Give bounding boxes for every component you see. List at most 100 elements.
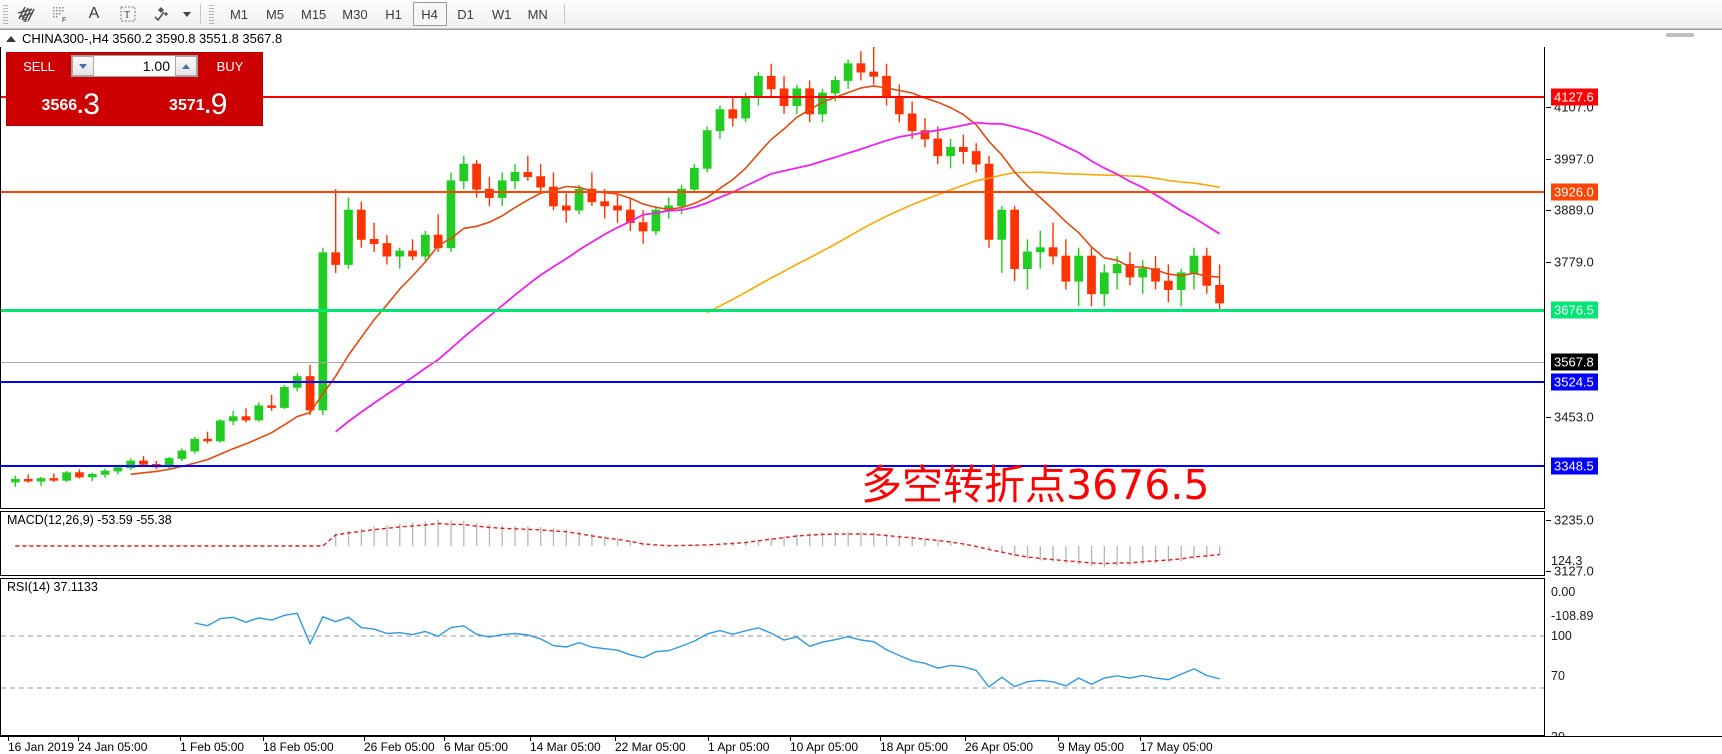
toolbar-grip-2[interactable] bbox=[208, 3, 215, 25]
trade-panel-prices: 3566 . 3 3571 . 9 bbox=[7, 79, 262, 123]
level-line-resistance-4127[interactable] bbox=[1, 96, 1544, 98]
macd-histogram-bar bbox=[757, 539, 760, 546]
text-label-icon[interactable]: T bbox=[111, 1, 145, 28]
price-tag-4127-6[interactable]: 4127.6 bbox=[1551, 88, 1598, 106]
sell-button[interactable]: SELL bbox=[9, 55, 69, 77]
candle bbox=[754, 72, 763, 106]
macd-histogram-bar bbox=[475, 522, 478, 546]
candle bbox=[1061, 239, 1071, 290]
macd-histogram-bar bbox=[1129, 546, 1131, 566]
candle bbox=[664, 197, 674, 219]
crosshair-e-icon[interactable]: E bbox=[9, 1, 43, 28]
price-tick bbox=[1546, 417, 1551, 418]
candle bbox=[1035, 231, 1045, 269]
text-a-icon[interactable]: A bbox=[88, 5, 100, 22]
macd-histogram-bar bbox=[40, 545, 42, 546]
rsi-pane[interactable]: RSI(14) 37.1133 bbox=[0, 578, 1545, 736]
timeframe-mn[interactable]: MN bbox=[527, 6, 548, 22]
macd-histogram-bar bbox=[885, 533, 888, 546]
candle bbox=[459, 155, 469, 190]
rsi-svg bbox=[1, 612, 1544, 689]
macd-histogram-bar bbox=[770, 538, 772, 546]
macd-histogram-bar bbox=[527, 526, 529, 546]
macd-signal-line bbox=[15, 522, 1220, 565]
level-line-current-price-3567[interactable] bbox=[1, 362, 1544, 363]
candle bbox=[1151, 256, 1160, 290]
price-scale[interactable]: 4107.0 3997.0 3889.0 3779.0 3453.0 3235.0 3127… bbox=[1546, 47, 1722, 744]
volume-decrement-button[interactable] bbox=[72, 56, 94, 76]
candle bbox=[1138, 260, 1148, 294]
candle bbox=[805, 80, 815, 123]
candle bbox=[344, 197, 353, 269]
macd-histogram-bar bbox=[373, 526, 375, 546]
price-tag-3926-0[interactable]: 3926.0 bbox=[1551, 183, 1598, 201]
macd-histogram-bar bbox=[411, 522, 414, 546]
buy-price-box[interactable]: 3571 . 9 bbox=[136, 79, 260, 121]
candle bbox=[305, 364, 315, 415]
main-toolbar: E F A T M1 M5 M15 M30 H1 H4 D1 W1 MN bbox=[0, 0, 1722, 29]
candle bbox=[139, 455, 148, 467]
macd-pane[interactable]: MACD(12,26,9) -53.59 -55.38 bbox=[0, 511, 1545, 576]
candle bbox=[843, 59, 853, 89]
macd-histogram-bar bbox=[860, 531, 862, 546]
objects-icon[interactable] bbox=[145, 1, 179, 28]
macd-histogram-bar bbox=[104, 545, 106, 546]
candle bbox=[382, 235, 392, 265]
price-tag-3524-5[interactable]: 3524.5 bbox=[1551, 373, 1598, 391]
time-tick bbox=[8, 737, 9, 741]
timeframe-d1[interactable]: D1 bbox=[457, 6, 474, 22]
timeframe-m1[interactable]: M1 bbox=[229, 6, 249, 22]
level-line-support-3524[interactable] bbox=[1, 381, 1544, 383]
level-line-resistance-3926[interactable] bbox=[1, 191, 1544, 193]
timeframe-m30[interactable]: M30 bbox=[342, 6, 368, 22]
volume-increment-button[interactable] bbox=[175, 56, 197, 76]
timeframe-w1[interactable]: W1 bbox=[491, 6, 512, 22]
price-tag-3348-5[interactable]: 3348.5 bbox=[1551, 457, 1598, 475]
candle bbox=[356, 201, 366, 248]
price-tag-3567-8[interactable]: 3567.8 bbox=[1551, 353, 1598, 371]
candle bbox=[818, 88, 827, 123]
candle bbox=[216, 419, 225, 443]
candle bbox=[959, 134, 968, 165]
level-line-support-3348[interactable] bbox=[1, 465, 1544, 467]
macd-histogram-bar bbox=[386, 525, 388, 546]
toolbar-grip-1[interactable] bbox=[2, 3, 9, 25]
chart-scroll-thumb[interactable] bbox=[1666, 33, 1694, 37]
macd-histogram-bar bbox=[937, 539, 939, 546]
level-line-pivot-3676[interactable] bbox=[1, 309, 1544, 312]
macd-histogram-bar bbox=[1193, 546, 1195, 559]
macd-histogram-bar bbox=[117, 545, 119, 546]
timeframe-h1[interactable]: H1 bbox=[385, 6, 402, 22]
timeframe-m15[interactable]: M15 bbox=[301, 6, 327, 22]
timeframe-m5[interactable]: M5 bbox=[265, 6, 285, 22]
timeframe-h4[interactable]: H4 bbox=[412, 2, 447, 26]
candle bbox=[1112, 256, 1122, 290]
volume-stepper[interactable]: 1.00 bbox=[71, 55, 198, 77]
macd-histogram-bar bbox=[821, 532, 824, 546]
macd-histogram-bar bbox=[565, 529, 567, 546]
time-tick bbox=[1140, 737, 1141, 741]
collapse-triangle-icon[interactable] bbox=[6, 35, 16, 42]
candle bbox=[1099, 264, 1109, 307]
buy-price-decimal: 9 bbox=[210, 88, 228, 121]
macd-histogram-bar bbox=[1065, 546, 1067, 564]
dropdown-arrow-icon[interactable] bbox=[179, 1, 195, 28]
macd-histogram-bar bbox=[1001, 546, 1003, 554]
sell-price-box[interactable]: 3566 . 3 bbox=[9, 79, 133, 121]
buy-button[interactable]: BUY bbox=[200, 55, 260, 77]
candle bbox=[177, 448, 187, 461]
grid-f-icon[interactable]: F bbox=[43, 1, 77, 28]
time-axis[interactable]: 16 Jan 2019 24 Jan 05:00 1 Feb 05:00 18 Feb… bbox=[0, 736, 1722, 754]
macd-scale-label: 0.00 bbox=[1551, 585, 1576, 599]
macd-histogram-bar bbox=[27, 545, 29, 546]
macd-histogram-bar bbox=[591, 534, 593, 546]
macd-histogram-bar bbox=[616, 538, 619, 546]
time-tick bbox=[78, 737, 79, 741]
one-click-trading-panel[interactable]: SELL 1.00 BUY 3566 . 3 3571 . 9 bbox=[6, 52, 263, 126]
time-tick bbox=[364, 737, 365, 741]
candle bbox=[600, 189, 610, 219]
candle bbox=[280, 384, 289, 410]
price-tag-3676-5[interactable]: 3676.5 bbox=[1551, 301, 1598, 319]
price-tick bbox=[1546, 520, 1551, 521]
volume-value[interactable]: 1.00 bbox=[142, 58, 170, 74]
